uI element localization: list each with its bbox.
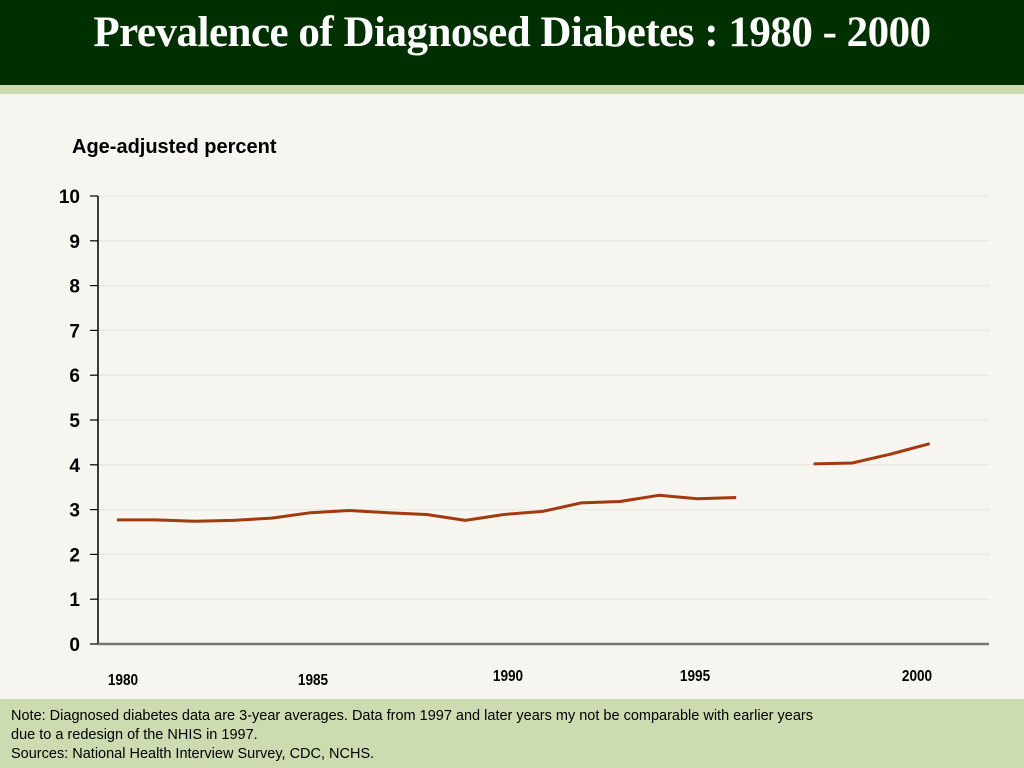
y-tick-label: 0: [69, 635, 80, 656]
y-tick-label: 4: [69, 456, 80, 477]
y-tick-label: 10: [59, 187, 80, 208]
series-lines: [117, 442, 931, 523]
y-axis-label: Age-adjusted percent: [72, 136, 277, 158]
series-line: [117, 493, 737, 523]
accent-band: [0, 85, 1024, 94]
y-tick-label: 6: [69, 366, 80, 387]
y-tick-label: 1: [69, 590, 80, 611]
y-tick-label: 5: [69, 411, 80, 432]
y-tick-label: 7: [69, 321, 80, 342]
y-tick-label: 2: [69, 545, 80, 566]
note-line-1: Note: Diagnosed diabetes data are 3-year…: [11, 708, 813, 724]
x-tick-label: 1980: [108, 672, 138, 689]
note-line-3: Sources: National Health Interview Surve…: [11, 746, 375, 762]
y-tick-label: 8: [69, 277, 80, 298]
note-line-2: due to a redesign of the NHIS in 1997.: [11, 727, 258, 743]
title-bar: [0, 0, 1024, 85]
gridlines: [98, 195, 989, 600]
x-ticks: 1980 1985 1990 1995 2000: [108, 668, 932, 689]
y-tick-label: 9: [69, 232, 80, 253]
x-tick-label: 1985: [298, 672, 328, 689]
page-title: Prevalence of Diagnosed Diabetes : 1980 …: [93, 9, 931, 56]
x-tick-label: 1990: [493, 668, 523, 685]
series-line: [813, 442, 931, 466]
x-tick-label: 1995: [680, 668, 710, 685]
footnote: Note: Diagnosed diabetes data are 3-year…: [11, 707, 813, 764]
y-tick-label: 3: [69, 501, 80, 522]
x-tick-label: 2000: [902, 668, 932, 685]
line-chart: 0 1 2 3 4 5 6 7 8 9 10 1980 1985 1990 1995 2000: [59, 187, 989, 689]
y-ticks: 0 1 2 3 4 5 6 7 8 9 10: [59, 187, 98, 656]
footer-band: [0, 699, 1024, 768]
